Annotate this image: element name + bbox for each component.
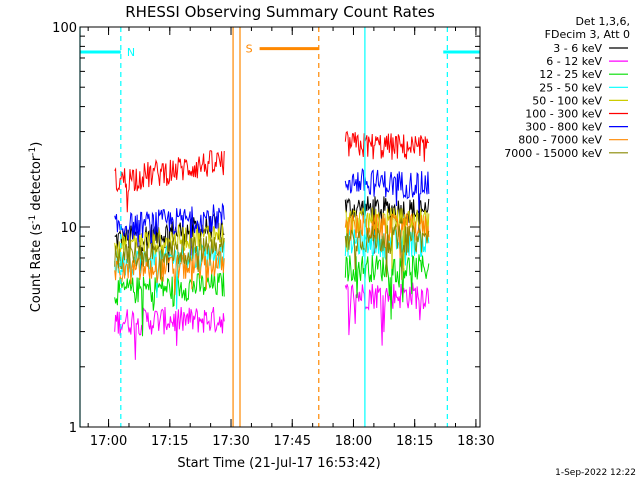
legend-entry-label-7: 800 - 7000 keV — [518, 134, 602, 147]
series-trace-7-0 — [114, 250, 225, 296]
y-axis-title: Count Rate (s-1 detector-1) — [28, 142, 44, 313]
saa-flag-label: S — [246, 43, 253, 56]
x-tick-label-5: 18:15 — [396, 434, 433, 449]
series-trace-5-0 — [114, 150, 225, 213]
legend-entry-label-4: 50 - 100 keV — [532, 94, 602, 107]
x-tick-label-6: 18:30 — [457, 434, 494, 449]
series-trace-6-0 — [114, 202, 225, 256]
series-trace-6-1 — [344, 168, 430, 213]
y-axis: 1 10 100 — [52, 21, 480, 436]
x-tick-label-4: 18:00 — [335, 434, 372, 449]
x-tick-label-1: 17:15 — [151, 434, 188, 449]
legend-entry-label-6: 300 - 800 keV — [525, 121, 602, 134]
series-7000-15000keV — [114, 223, 430, 280]
legend-header-line-1: Det 1,3,6, — [575, 15, 630, 28]
x-tick-label-0: 17:00 — [90, 434, 127, 449]
series-trace-5-1 — [344, 130, 429, 162]
series-trace-1-0 — [114, 306, 225, 360]
legend-entry-label-1: 6 - 12 keV — [546, 55, 602, 68]
y-tick-label-1: 10 — [60, 221, 77, 236]
series-trace-8-0 — [114, 236, 225, 280]
x-tick-label-2: 17:30 — [212, 434, 249, 449]
legend-entry-label-0: 3 - 6 keV — [553, 42, 602, 55]
series-300-800keV — [114, 168, 430, 256]
series-6-12keV — [114, 282, 430, 360]
series-trace-1-1 — [344, 282, 430, 346]
x-tick-label-3: 17:45 — [274, 434, 311, 449]
chart-title: RHESSI Observing Summary Count Rates — [125, 3, 435, 21]
footer-date: 1-Sep-2022 12:22 — [555, 468, 636, 478]
y-tick-label-2: 100 — [52, 21, 77, 36]
night-flag-label: N — [127, 46, 135, 59]
legend-entry-label-3: 25 - 50 keV — [539, 81, 602, 94]
legend-entry-label-5: 100 - 300 keV — [525, 108, 602, 121]
legend-entry-label-2: 12 - 25 keV — [539, 68, 602, 81]
x-axis: 17:00 17:15 17:30 17:45 18:00 18:15 18:30 — [87, 27, 495, 449]
series-trace-0-1 — [344, 196, 430, 254]
x-axis-title: Start Time (21-Jul-17 16:53:42) — [177, 456, 380, 471]
legend-entry-label-8: 7000 - 15000 keV — [504, 147, 602, 160]
legend-header-line-2: FDecim 3, Att 0 — [545, 28, 630, 41]
y-tick-label-0: 1 — [69, 421, 77, 436]
series-trace-4-0 — [114, 222, 225, 267]
series-trace-8-1 — [344, 223, 430, 280]
series-100-300keV — [114, 130, 429, 213]
